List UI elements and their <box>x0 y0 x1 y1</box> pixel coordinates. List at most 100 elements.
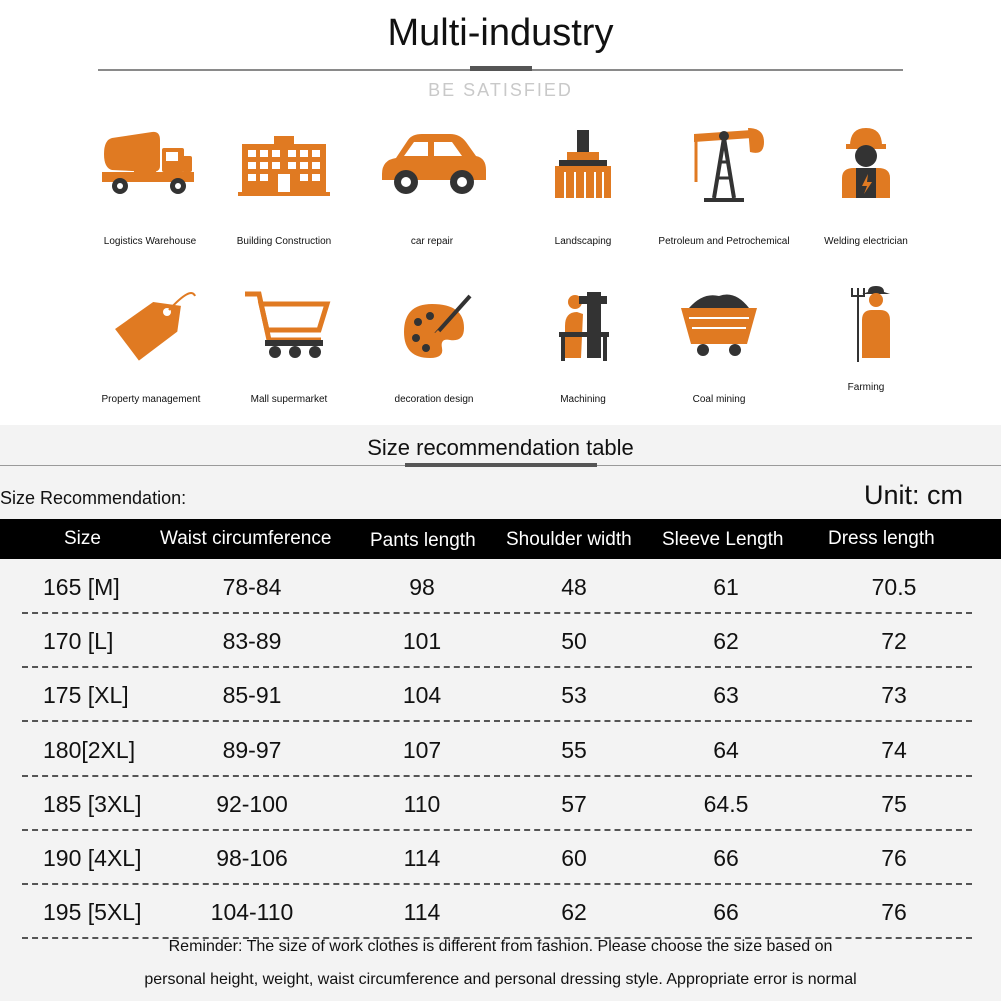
value-cell: 92-100 <box>216 790 288 817</box>
size-cell: 190 [4XL] <box>43 845 142 871</box>
industry-property-management: Property management <box>76 282 226 405</box>
header-shoulder-width: Shoulder width <box>506 529 632 550</box>
industry-farming: Farming <box>791 282 941 393</box>
table-row: 190 [4XL] 98-106 114 60 66 76 <box>0 835 1001 889</box>
value-cell: 114 <box>403 899 441 926</box>
building-icon <box>238 136 330 196</box>
industry-landscaping: Landscaping <box>508 122 658 247</box>
value-cell: 66 <box>713 899 739 926</box>
shopping-cart-icon <box>245 291 331 358</box>
header-sleeve-length: Sleeve Length <box>662 529 784 550</box>
header-size: Size <box>64 528 101 549</box>
value-cell: 85-91 <box>222 682 282 709</box>
header-pants-length: Pants length <box>370 530 476 551</box>
row-divider <box>22 612 972 614</box>
industry-label: decoration design <box>394 394 474 405</box>
oil-pump-icon <box>694 128 764 202</box>
size-cell: 185 [3XL] <box>43 790 142 817</box>
industry-label: Coal mining <box>692 394 746 405</box>
size-cell: 195 [5XL] <box>43 899 142 926</box>
header-dress-length: Dress length <box>828 528 935 549</box>
industry-coal-mining: Coal mining <box>644 282 794 405</box>
title-divider-accent <box>470 66 532 71</box>
size-table-title: Size recommendation table <box>367 435 634 460</box>
size-cell: 170 [L] <box>43 628 114 655</box>
value-cell: 61 <box>713 574 739 600</box>
value-cell: 70.5 <box>871 574 917 600</box>
industry-logistics-warehouse: Logistics Warehouse <box>75 122 225 247</box>
row-divider <box>22 828 972 831</box>
value-cell: 64 <box>713 736 739 763</box>
value-cell: 57 <box>561 790 587 817</box>
industry-label: Landscaping <box>554 236 612 247</box>
value-cell: 55 <box>561 736 587 763</box>
size-section: Size recommendation table Size Recommend… <box>0 425 1001 1001</box>
industry-label: Machining <box>560 394 606 405</box>
value-cell: 62 <box>561 899 587 926</box>
table-row: 185 [3XL] 92-100 110 57 64.5 75 <box>0 781 1001 835</box>
value-cell: 66 <box>713 845 739 871</box>
page-subtitle: BE SATISFIED <box>428 80 573 100</box>
value-cell: 107 <box>402 736 442 763</box>
value-cell: 101 <box>402 628 442 655</box>
value-cell: 78-84 <box>222 574 282 600</box>
table-row: 170 [L] 83-89 101 50 62 72 <box>0 618 1001 672</box>
size-cell: 180[2XL] <box>43 736 136 763</box>
industries-section: Multi-industry BE SATISFIED Logistics Wa… <box>0 0 1001 425</box>
industry-label: Property management <box>101 394 201 405</box>
value-cell: 76 <box>881 899 907 926</box>
row-divider <box>22 937 972 940</box>
brush-icon <box>555 130 611 198</box>
value-cell: 62 <box>713 628 739 655</box>
size-title-divider-accent <box>405 463 597 467</box>
industry-mall-supermarket: Mall supermarket <box>214 282 364 405</box>
price-tag-icon <box>115 292 196 361</box>
industry-car-repair: car repair <box>357 122 507 247</box>
size-cell: 175 [XL] <box>43 682 129 709</box>
value-cell: 110 <box>403 790 441 817</box>
value-cell: 60 <box>561 845 587 871</box>
industry-welding-electrician: Welding electrician <box>791 122 941 247</box>
value-cell: 83-89 <box>222 628 282 655</box>
value-cell: 53 <box>561 682 587 709</box>
value-cell: 50 <box>561 628 587 655</box>
value-cell: 98-106 <box>216 845 288 871</box>
value-cell: 89-97 <box>222 736 282 763</box>
industry-label: car repair <box>410 236 454 247</box>
value-cell: 98 <box>409 574 435 600</box>
value-cell: 74 <box>881 736 907 763</box>
page-title: Multi-industry <box>387 12 614 54</box>
table-row: 180[2XL] 89-97 107 55 64 74 <box>0 727 1001 781</box>
farmer-icon <box>851 286 890 362</box>
industry-label: Logistics Warehouse <box>103 236 197 247</box>
table-row: 195 [5XL] 104-110 114 62 66 76 <box>0 889 1001 943</box>
value-cell: 104 <box>402 682 442 709</box>
size-recommendation-label: Size Recommendation: <box>0 488 187 508</box>
industry-label: Petroleum and Petrochemical <box>658 236 790 247</box>
row-divider <box>22 774 972 777</box>
value-cell: 114 <box>403 845 441 871</box>
table-row: 165 [M] 78-84 98 48 61 70.5 <box>0 564 1001 618</box>
industry-label: Farming <box>847 382 885 393</box>
size-cell: 165 [M] <box>43 574 120 600</box>
industry-label: Mall supermarket <box>250 394 328 405</box>
value-cell: 73 <box>881 682 907 709</box>
header-waist: Waist circumference <box>160 528 332 549</box>
mine-cart-icon <box>681 294 757 356</box>
paint-palette-icon <box>404 294 472 358</box>
row-divider <box>22 720 972 723</box>
industry-petroleum: Petroleum and Petrochemical <box>649 122 799 247</box>
industry-decoration-design: decoration design <box>359 282 509 405</box>
value-cell: 48 <box>561 574 587 600</box>
row-divider <box>22 666 972 669</box>
unit-label: Unit: cm <box>864 480 964 510</box>
value-cell: 64.5 <box>703 790 749 817</box>
value-cell: 63 <box>713 682 739 709</box>
reminder-line-1: Reminder: The size of work clothes is di… <box>168 938 833 955</box>
table-header: Size Waist circumference Pants length Sh… <box>0 519 1001 559</box>
table-row: 175 [XL] 85-91 104 53 63 73 <box>0 672 1001 726</box>
industry-building-construction: Building Construction <box>209 122 359 247</box>
industry-machining: Machining <box>508 282 658 405</box>
worker-icon <box>842 128 890 198</box>
value-cell: 72 <box>881 628 907 655</box>
